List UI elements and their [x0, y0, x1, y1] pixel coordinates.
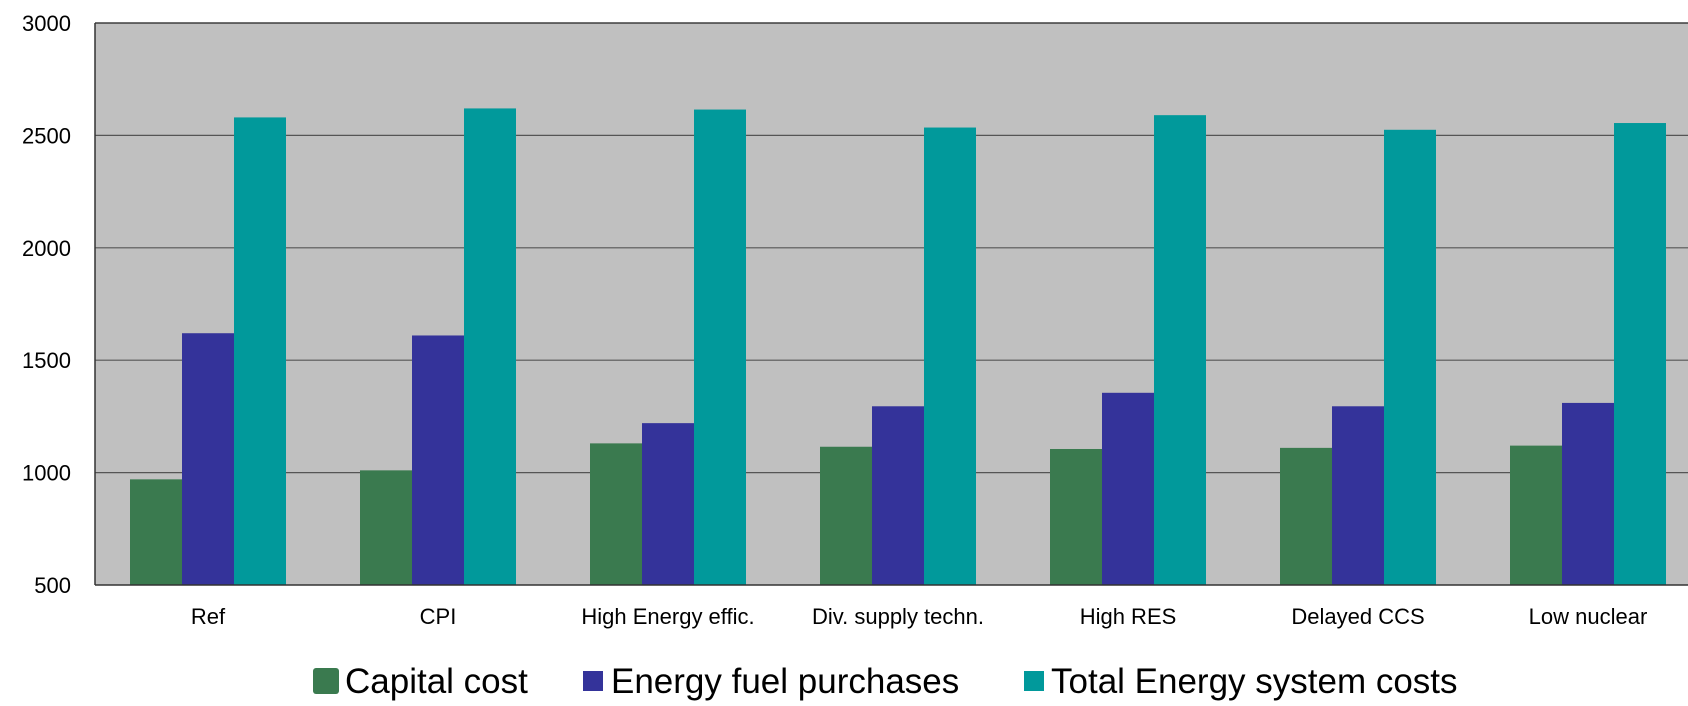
legend: Capital cost Energy fuel purchases Total E…	[313, 662, 1458, 701]
legend-label: Capital cost	[345, 662, 528, 701]
y-tick-label: 1500	[22, 348, 71, 373]
bar-capital-cost	[1050, 448, 1102, 585]
x-tick-label: Div. supply techn.	[812, 604, 984, 629]
x-tick-label: Low nuclear	[1529, 604, 1648, 629]
bar-energy-fuel-purchases	[642, 423, 694, 585]
bar-energy-fuel-purchases	[412, 335, 464, 585]
bar-capital-cost	[1280, 447, 1332, 585]
tick-labels: 500 1000 1500 2000 2500 3000 Ref CPI High Energy…	[22, 11, 1647, 629]
bar-capital-cost	[130, 479, 182, 585]
bar-total-energy-system-costs	[924, 127, 976, 586]
bar-capital-cost	[590, 443, 642, 585]
x-tick-label: High Energy effic.	[581, 604, 754, 629]
bar-energy-fuel-purchases	[1562, 402, 1614, 585]
legend-item: Total Energy system costs	[1024, 662, 1458, 701]
bar-total-energy-system-costs	[1154, 115, 1206, 585]
legend-swatch	[583, 671, 603, 691]
x-tick-label: Ref	[191, 604, 226, 629]
legend-item: Energy fuel purchases	[583, 662, 959, 701]
bar-energy-fuel-purchases	[182, 333, 234, 585]
y-tick-label: 500	[34, 573, 71, 598]
bar-energy-fuel-purchases	[1102, 392, 1154, 585]
bar-total-energy-system-costs	[1614, 123, 1666, 585]
bar-energy-fuel-purchases	[1332, 406, 1384, 585]
y-tick-label: 1000	[22, 461, 71, 486]
legend-label: Total Energy system costs	[1051, 662, 1458, 701]
legend-label: Energy fuel purchases	[611, 662, 959, 701]
bar-total-energy-system-costs	[464, 108, 516, 585]
x-tick-label: Delayed CCS	[1291, 604, 1424, 629]
y-tick-label: 2500	[22, 123, 71, 148]
x-tick-label: High RES	[1080, 604, 1177, 629]
x-tick-label: CPI	[420, 604, 457, 629]
bar-capital-cost	[1510, 445, 1562, 585]
bar-total-energy-system-costs	[694, 109, 746, 585]
bar-energy-fuel-purchases	[872, 406, 924, 585]
y-tick-label: 2000	[22, 236, 71, 261]
bar-total-energy-system-costs	[1384, 129, 1436, 585]
legend-item: Capital cost	[313, 662, 528, 701]
y-tick-label: 3000	[22, 11, 71, 36]
bar-total-energy-system-costs	[234, 117, 286, 585]
bar-capital-cost	[820, 446, 872, 585]
legend-swatch	[313, 668, 339, 694]
bars	[130, 108, 1666, 586]
axes	[94, 22, 1688, 586]
bar-capital-cost	[360, 470, 412, 585]
legend-swatch	[1024, 671, 1044, 691]
